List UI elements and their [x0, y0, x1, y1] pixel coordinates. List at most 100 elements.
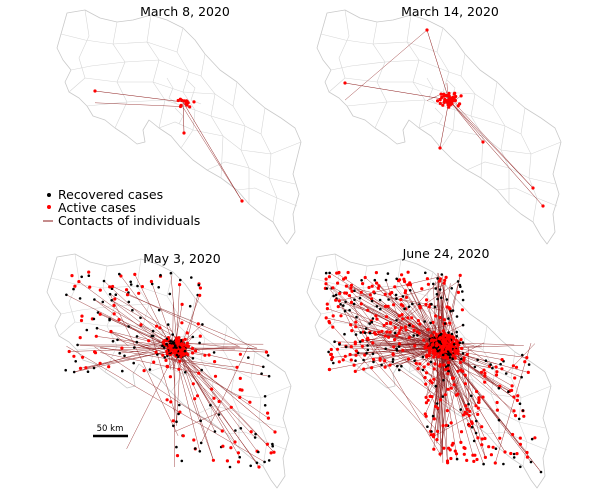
active-case-point	[448, 103, 452, 107]
active-case-point	[445, 459, 450, 463]
active-case-point	[525, 455, 530, 459]
recovered-case-point	[460, 357, 463, 361]
active-case-point	[178, 283, 182, 287]
recovered-case-point	[332, 361, 335, 365]
recovered-case-point	[184, 371, 187, 374]
recovered-case-point	[132, 361, 135, 365]
active-case-point	[370, 366, 374, 370]
active-case-point	[113, 297, 117, 301]
recovered-case-point	[429, 360, 433, 364]
active-case-point	[236, 451, 240, 455]
active-case-point	[418, 362, 422, 366]
active-case-point	[510, 384, 514, 388]
contact-line	[344, 310, 458, 396]
recovered-case-point	[255, 461, 259, 465]
active-case-point	[476, 412, 480, 416]
active-case-point	[149, 279, 153, 284]
active-case-point	[325, 302, 329, 306]
recovered-case-point	[325, 287, 329, 290]
recovered-case-point	[459, 408, 463, 411]
recovered-case-point	[183, 349, 187, 353]
contact-line	[385, 279, 404, 333]
active-case-point	[402, 277, 406, 281]
active-case-point	[503, 450, 507, 454]
recovered-case-point	[175, 445, 178, 449]
recovered-case-point	[459, 285, 462, 289]
recovered-case-point	[529, 460, 533, 464]
active-case-point	[460, 346, 464, 351]
active-case-point	[495, 400, 499, 405]
active-case-point	[185, 103, 189, 107]
active-case-point	[81, 355, 85, 359]
active-case-point	[191, 382, 195, 386]
active-case-point	[443, 393, 447, 397]
recovered-case-point	[139, 316, 142, 320]
contact-line	[401, 327, 440, 415]
active-case-point	[372, 290, 376, 294]
contact-line	[433, 283, 442, 455]
recovered-case-point	[249, 464, 252, 468]
contact-line	[172, 301, 174, 347]
active-case-point	[424, 395, 428, 399]
recovered-case-point	[191, 335, 195, 339]
contact-line	[78, 281, 174, 352]
recovered-case-point	[440, 273, 444, 276]
active-case-point	[169, 400, 173, 404]
active-case-point	[427, 350, 432, 355]
active-case-point	[434, 344, 439, 348]
active-case-point	[495, 408, 499, 412]
recovered-case-point	[447, 364, 450, 367]
contact-lines	[344, 29, 544, 207]
contact-line	[94, 102, 181, 107]
active-case-point	[147, 339, 151, 343]
active-case-point	[442, 100, 446, 104]
recovered-case-point	[527, 363, 531, 366]
recovered-case-point	[446, 350, 450, 353]
contact-line	[175, 347, 264, 368]
active-case-point	[417, 331, 421, 335]
active-case-point	[392, 303, 396, 307]
active-case-point	[463, 382, 467, 386]
active-case-point	[444, 349, 448, 353]
active-case-point	[453, 449, 457, 453]
recovered-case-point	[339, 303, 342, 306]
active-case-point	[382, 323, 386, 328]
recovered-case-point	[343, 332, 346, 336]
recovered-case-point	[156, 353, 159, 356]
recovered-case-point	[520, 375, 523, 379]
recovered-case-point	[521, 409, 525, 412]
recovered-case-point	[396, 364, 399, 368]
active-case-point	[140, 285, 144, 289]
active-case-point	[425, 277, 429, 281]
active-case-point	[158, 326, 162, 330]
active-case-point	[78, 366, 83, 370]
recovered-case-point	[111, 339, 115, 343]
active-case-point	[495, 370, 499, 374]
active-case-point	[368, 293, 372, 297]
recovered-case-point	[372, 360, 375, 364]
active-case-point	[438, 101, 442, 105]
active-case-point	[416, 319, 420, 323]
recovered-case-point	[266, 354, 270, 357]
recovered-case-point	[391, 358, 395, 361]
active-case-point	[474, 404, 478, 408]
recovered-case-point	[162, 346, 166, 349]
active-case-point	[221, 444, 225, 448]
recovered-case-point	[247, 356, 250, 359]
active-case-point	[329, 352, 333, 356]
active-case-point	[448, 343, 453, 347]
recovered-case-point	[271, 444, 275, 448]
recovered-case-point	[401, 295, 405, 298]
recovered-case-point	[178, 403, 181, 407]
active-case-point	[525, 356, 529, 360]
contact-line	[173, 347, 201, 452]
active-case-point	[443, 353, 447, 357]
recovered-case-point	[441, 353, 445, 357]
active-case-point	[269, 451, 273, 455]
active-case-point	[93, 350, 97, 354]
active-case-point	[456, 343, 460, 348]
active-case-point	[438, 98, 442, 102]
recovered-case-point	[324, 271, 328, 275]
recovered-case-point	[360, 279, 363, 282]
active-case-point	[483, 455, 487, 459]
